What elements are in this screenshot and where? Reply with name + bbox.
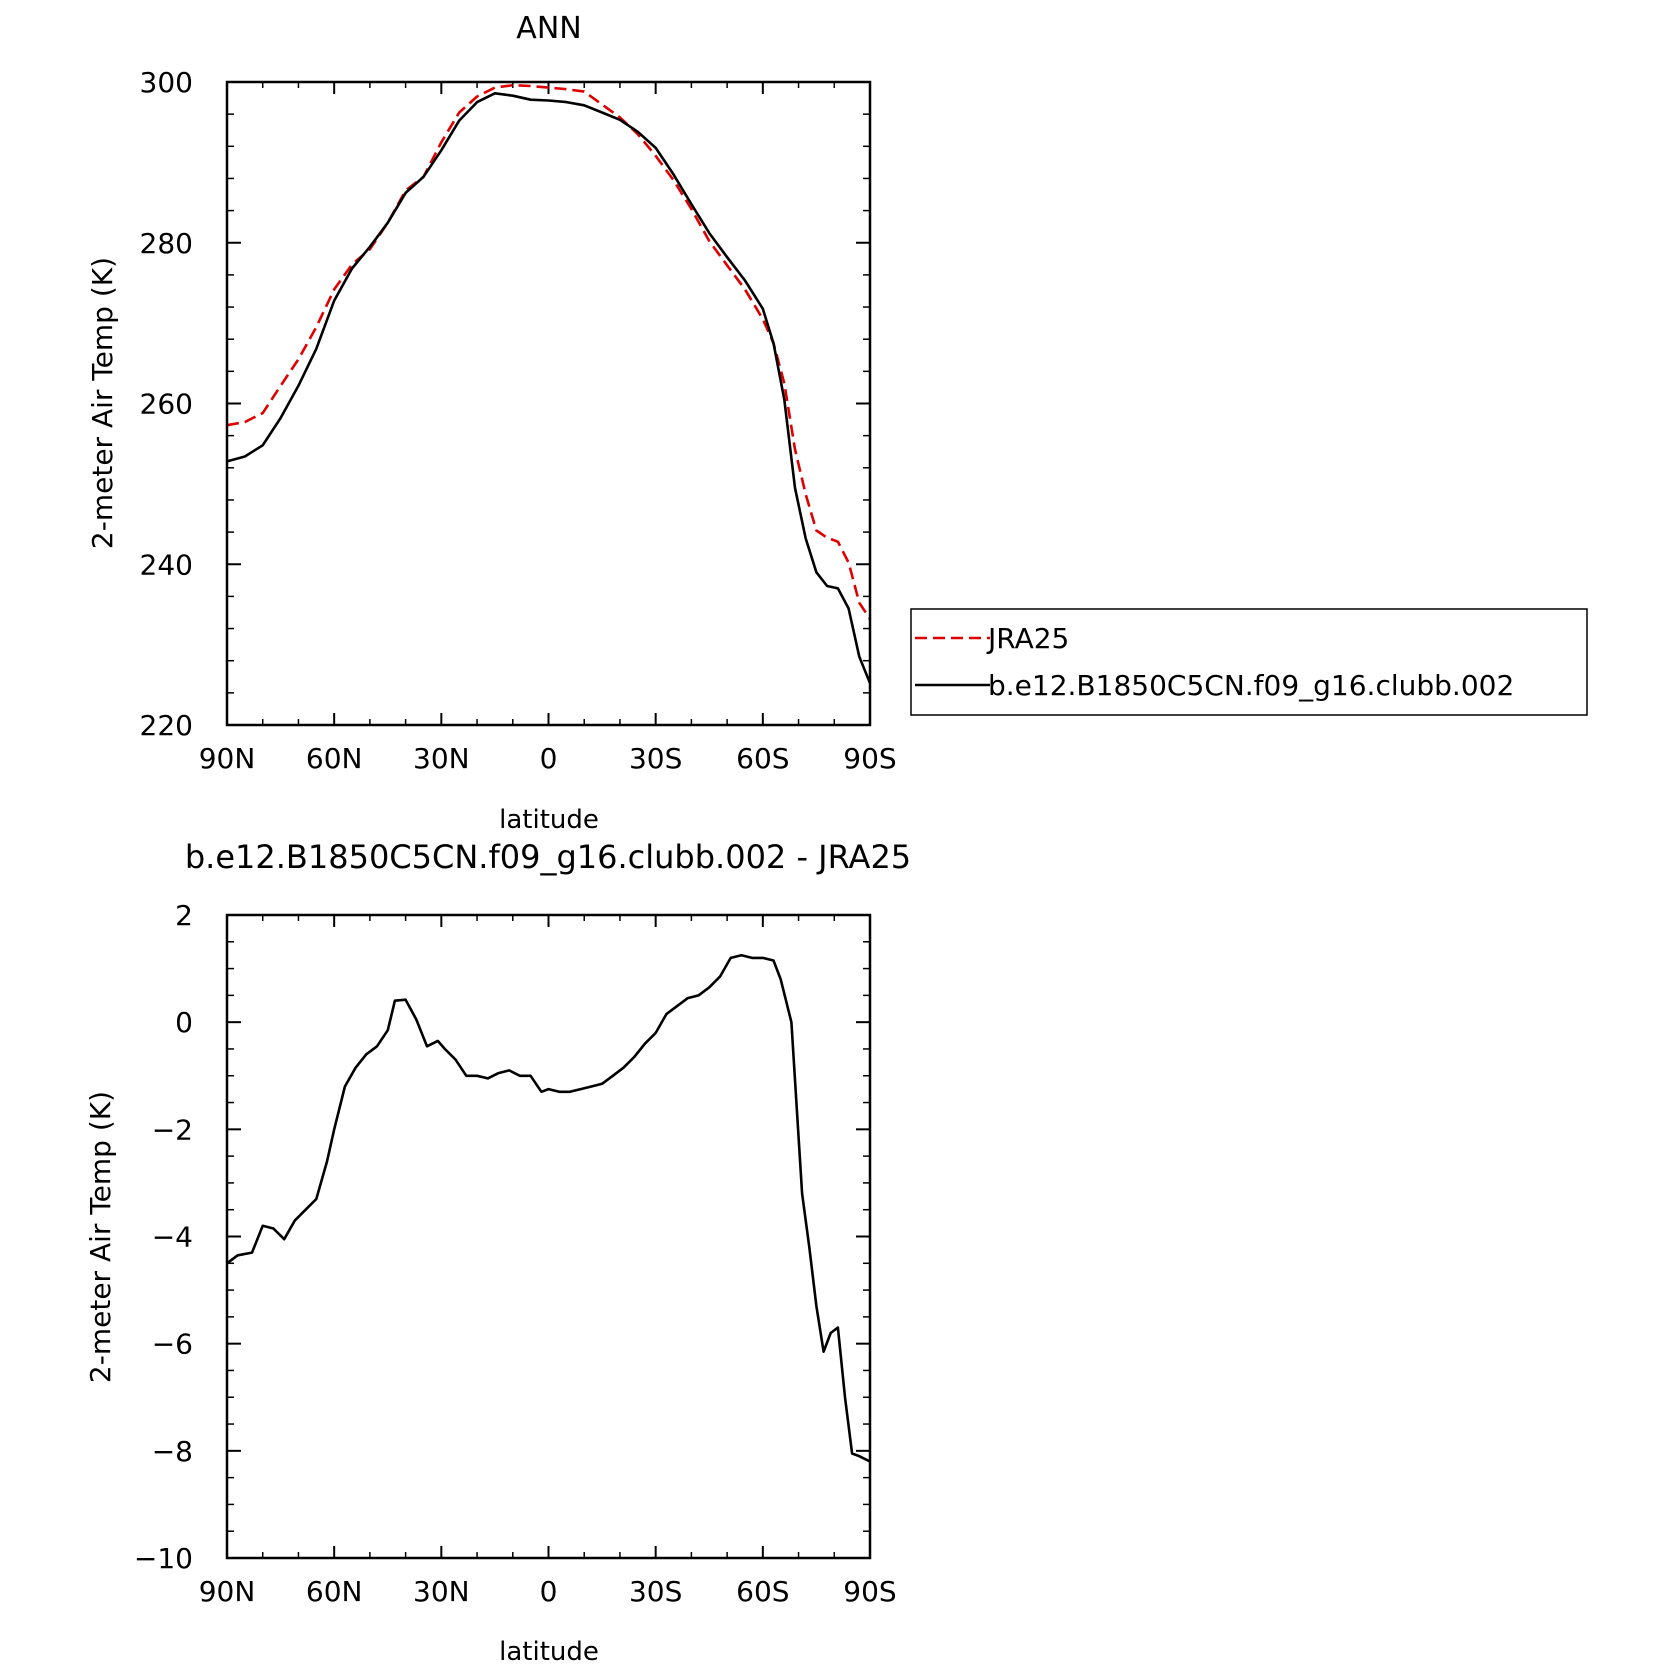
legend-box [910, 608, 1588, 716]
bottom-series-line-0 [226, 953, 871, 1463]
bottom-panel: b.e12.B1850C5CN.f09_g16.clubb.002 - JRA2… [84, 838, 911, 1667]
bottom-xtick-label: 90N [199, 1575, 256, 1608]
bottom-xtick-label: 90S [843, 1575, 896, 1608]
top-xtick-label: 90S [843, 742, 896, 775]
top-xtick-label: 30S [629, 742, 682, 775]
top-ytick-label: 280 [140, 227, 193, 260]
top-xtick-label: 30N [413, 742, 470, 775]
bottom-xtick-label: 60S [736, 1575, 789, 1608]
bottom-ytick-label: 0 [175, 1006, 193, 1039]
top-panel-frame [225, 80, 872, 727]
bottom-xtick-label: 0 [540, 1575, 558, 1608]
bottom-panel-title: b.e12.B1850C5CN.f09_g16.clubb.002 - JRA2… [185, 838, 911, 876]
legend-label-model: b.e12.B1850C5CN.f09_g16.clubb.002 [988, 669, 1514, 702]
top-panel: ANN latitude 2-meter Air Temp (K) 90N 60N… [86, 11, 897, 835]
bottom-ytick-label: −8 [152, 1435, 193, 1468]
top-xtick-label: 60N [306, 742, 363, 775]
bottom-ytick-label: −10 [134, 1542, 193, 1575]
top-ytick-label: 240 [140, 548, 193, 581]
top-ytick-label: 220 [140, 709, 193, 742]
legend: JRA25 b.e12.B1850C5CN.f09_g16.clubb.002 [910, 608, 1588, 716]
top-series-line-jra25 [226, 83, 872, 620]
bottom-ytick-label: −6 [152, 1328, 193, 1361]
bottom-xtick-label: 60N [306, 1575, 363, 1608]
bottom-panel-frame [225, 913, 872, 1560]
top-panel-ylabel: 2-meter Air Temp (K) [86, 257, 119, 549]
bottom-panel-xlabel: latitude [499, 1637, 599, 1667]
bottom-ytick-label: −4 [152, 1221, 193, 1254]
top-xtick-label: 60S [736, 742, 789, 775]
bottom-xtick-label: 30N [413, 1575, 470, 1608]
top-panel-xlabel: latitude [499, 805, 599, 835]
bottom-ytick-label: 2 [175, 899, 193, 932]
top-xtick-label: 0 [540, 742, 558, 775]
bottom-xtick-label: 30S [629, 1575, 682, 1608]
bottom-panel-ylabel: 2-meter Air Temp (K) [84, 1091, 117, 1383]
top-panel-title: ANN [516, 11, 581, 46]
legend-label-jra25: JRA25 [986, 622, 1069, 655]
top-xtick-label: 90N [199, 742, 256, 775]
top-ytick-label: 300 [140, 66, 193, 99]
top-ytick-label: 260 [140, 388, 193, 421]
top-series-line-b-e12-b1850c5cn-f09-g16-clubb-002 [226, 92, 872, 684]
bottom-ytick-label: −2 [152, 1113, 193, 1146]
